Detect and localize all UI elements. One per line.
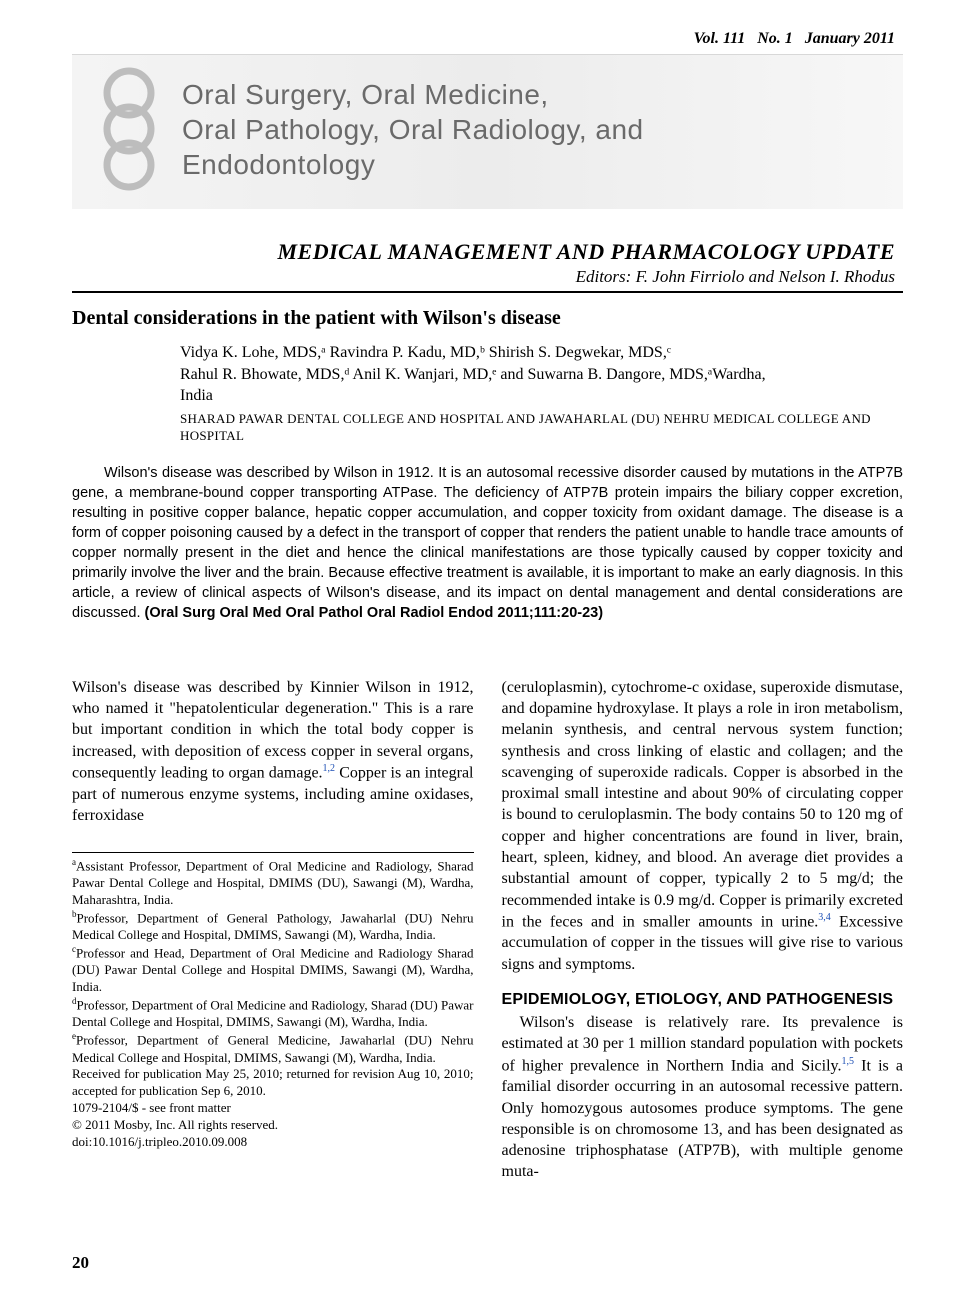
journal-title: Oral Surgery, Oral Medicine, Oral Pathol… bbox=[182, 77, 644, 182]
journal-rings-icon bbox=[92, 67, 166, 191]
body-para-2: Wilson's disease is relatively rare. Its… bbox=[502, 1012, 904, 1182]
footnote-d: dProfessor, Department of Oral Medicine … bbox=[72, 996, 474, 1031]
section-heading: EPIDEMIOLOGY, ETIOLOGY, AND PATHOGENESIS bbox=[502, 989, 904, 1010]
column-left: Wilson's disease was described by Kinnie… bbox=[72, 677, 474, 1183]
authors-line-1: Vidya K. Lohe, MDS,ᵃ Ravindra P. Kadu, M… bbox=[180, 342, 903, 364]
abstract: Wilson's disease was described by Wilson… bbox=[72, 463, 903, 623]
body-text: It is a familial disorder occurring in a… bbox=[502, 1057, 904, 1180]
citation-ref[interactable]: 1,2 bbox=[323, 763, 336, 774]
footnote-b: bProfessor, Department of General Pathol… bbox=[72, 909, 474, 944]
journal-title-line1: Oral Surgery, Oral Medicine, bbox=[182, 77, 644, 112]
citation-ref[interactable]: 3,4 bbox=[818, 912, 831, 923]
journal-title-line2: Oral Pathology, Oral Radiology, and bbox=[182, 112, 644, 147]
editors-label: Editors: bbox=[576, 267, 632, 286]
masthead: Oral Surgery, Oral Medicine, Oral Pathol… bbox=[72, 54, 903, 209]
column-right: (ceruloplasmin), cytochrome-c oxidase, s… bbox=[502, 677, 904, 1183]
body-columns: Wilson's disease was described by Kinnie… bbox=[72, 677, 903, 1183]
issue-number: No. 1 bbox=[757, 30, 793, 47]
journal-page: Vol. 111 No. 1 January 2011 Oral Surgery… bbox=[0, 0, 975, 1305]
volume: Vol. 111 bbox=[694, 30, 746, 47]
footnote-e: eProfessor, Department of General Medici… bbox=[72, 1031, 474, 1066]
page-number: 20 bbox=[72, 1253, 89, 1273]
issue-date: January 2011 bbox=[805, 30, 895, 47]
footnote-issn: 1079-2104/$ - see front matter bbox=[72, 1100, 474, 1117]
section-rule bbox=[72, 291, 903, 293]
footnote-a: aAssistant Professor, Department of Oral… bbox=[72, 857, 474, 909]
body-para-1-cont: (ceruloplasmin), cytochrome-c oxidase, s… bbox=[502, 677, 904, 975]
abstract-text: Wilson's disease was described by Wilson… bbox=[72, 465, 903, 621]
article-title: Dental considerations in the patient wit… bbox=[72, 307, 903, 330]
section-name: MEDICAL MANAGEMENT AND PHARMACOLOGY UPDA… bbox=[72, 239, 895, 265]
body-text: (ceruloplasmin), cytochrome-c oxidase, s… bbox=[502, 679, 904, 930]
journal-title-line3: Endodontology bbox=[182, 147, 644, 182]
abstract-citation: (Oral Surg Oral Med Oral Pathol Oral Rad… bbox=[145, 605, 604, 621]
authors-line-3: India bbox=[180, 385, 903, 407]
footnotes: aAssistant Professor, Department of Oral… bbox=[72, 852, 474, 1151]
footnote-copyright: © 2011 Mosby, Inc. All rights reserved. bbox=[72, 1117, 474, 1134]
editors-names: F. John Firriolo and Nelson I. Rhodus bbox=[636, 267, 895, 286]
footnote-doi: doi:10.1016/j.tripleo.2010.09.008 bbox=[72, 1134, 474, 1151]
authors-block: Vidya K. Lohe, MDS,ᵃ Ravindra P. Kadu, M… bbox=[180, 342, 903, 445]
affiliation: SHARAD PAWAR DENTAL COLLEGE AND HOSPITAL… bbox=[180, 410, 903, 445]
body-para-1: Wilson's disease was described by Kinnie… bbox=[72, 677, 474, 826]
issue-line: Vol. 111 No. 1 January 2011 bbox=[72, 30, 903, 48]
citation-ref[interactable]: 1,5 bbox=[842, 1056, 855, 1067]
authors-line-2: Rahul R. Bhowate, MDS,ᵈ Anil K. Wanjari,… bbox=[180, 364, 903, 386]
footnote-received: Received for publication May 25, 2010; r… bbox=[72, 1066, 474, 1100]
footnote-c: cProfessor and Head, Department of Oral … bbox=[72, 944, 474, 996]
editors-line: Editors: F. John Firriolo and Nelson I. … bbox=[72, 267, 895, 287]
section-header: MEDICAL MANAGEMENT AND PHARMACOLOGY UPDA… bbox=[72, 239, 903, 287]
